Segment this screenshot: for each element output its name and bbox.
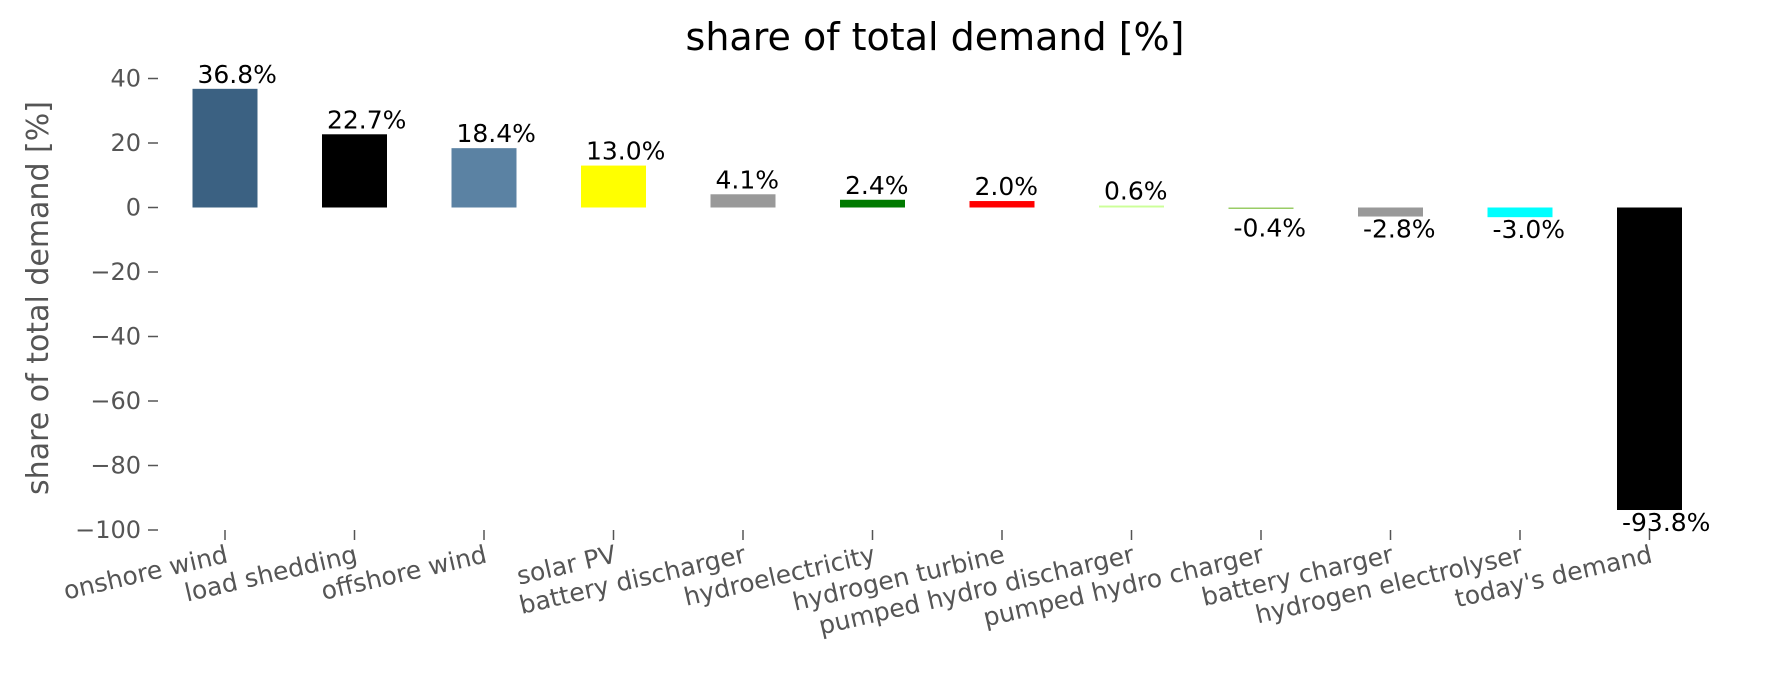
bar bbox=[969, 201, 1035, 208]
data-label: 18.4% bbox=[457, 119, 536, 148]
y-tick-label: 40 bbox=[110, 65, 141, 93]
bar bbox=[1099, 205, 1164, 208]
data-label: 0.6% bbox=[1104, 177, 1168, 206]
data-label: -3.0% bbox=[1493, 215, 1566, 244]
y-axis-label: share of total demand [%] bbox=[21, 101, 56, 495]
bars bbox=[192, 88, 1682, 511]
data-label: 36.8% bbox=[198, 60, 277, 89]
y-tick-label: −100 bbox=[75, 516, 141, 544]
y-tick-label: −60 bbox=[90, 387, 141, 415]
y-tick-label: −20 bbox=[90, 258, 141, 286]
data-label: 2.0% bbox=[975, 172, 1039, 201]
y-tick-label: −40 bbox=[90, 323, 141, 351]
y-tick-label: 20 bbox=[110, 129, 141, 157]
y-tick-label: −80 bbox=[90, 452, 141, 480]
bar bbox=[322, 134, 387, 208]
bar bbox=[1617, 207, 1682, 511]
data-label: -2.8% bbox=[1363, 215, 1436, 244]
bar bbox=[1358, 207, 1423, 217]
data-label: -93.8% bbox=[1622, 508, 1710, 537]
data-label: 2.4% bbox=[845, 171, 909, 200]
bar bbox=[840, 199, 905, 208]
bar bbox=[581, 165, 646, 208]
y-tick-label: 0 bbox=[126, 194, 141, 222]
bar bbox=[1228, 207, 1294, 209]
data-labels: 36.8% 22.7% 18.4% 13.0% 4.1% 2.4% 2.0% 0.6% -0.4… bbox=[198, 60, 1711, 537]
chart-title: share of total demand [%] bbox=[686, 15, 1185, 59]
bar bbox=[1487, 207, 1553, 218]
data-label: 4.1% bbox=[716, 165, 780, 194]
bar bbox=[192, 88, 258, 208]
data-label: 13.0% bbox=[586, 137, 665, 166]
data-label: -0.4% bbox=[1234, 214, 1307, 243]
data-label: 22.7% bbox=[327, 105, 406, 134]
y-axis: 40 20 0 −20 −40 −60 −80 −100 bbox=[75, 65, 158, 544]
bar bbox=[451, 148, 517, 208]
bar bbox=[710, 194, 776, 208]
